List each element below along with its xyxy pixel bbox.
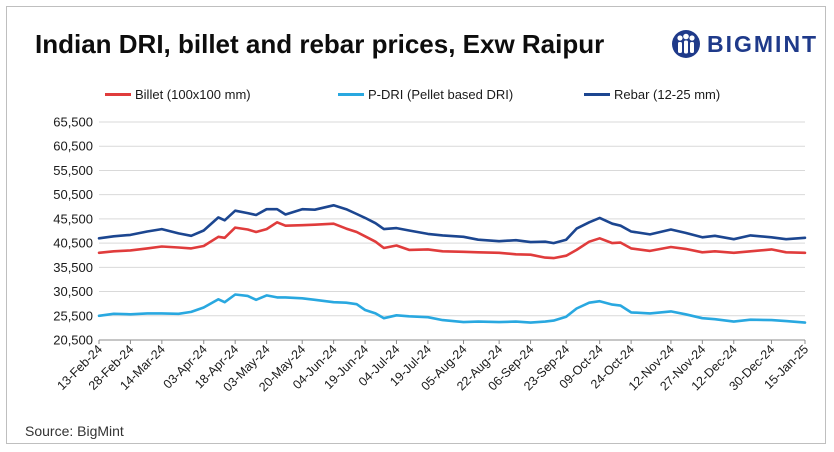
rebar-line (97, 204, 807, 245)
legend-item-rebar: Rebar (12-25 mm) (584, 87, 720, 102)
y-tick-label: 50,500 (53, 187, 93, 202)
line-chart: 20,500 25,500 30,500 35,500 40,500 45,500 50,5… (53, 115, 811, 395)
billet-line (97, 221, 807, 260)
y-tick-label: 40,500 (53, 236, 93, 251)
y-tick-label: 65,500 (53, 115, 93, 130)
legend-label-rebar: Rebar (12-25 mm) (614, 87, 721, 102)
brand-logo: BIGMINT (671, 27, 818, 61)
legend-label-billet: Billet (100x100 mm) (135, 87, 251, 102)
y-tick-label: 60,500 (53, 139, 93, 154)
source-note: Source: BigMint (25, 423, 124, 439)
people-logo-icon (672, 30, 700, 58)
y-tick-label: 45,500 (53, 211, 93, 226)
pdri-line (97, 293, 807, 324)
chart-frame: Indian DRI, billet and rebar prices, Exw… (6, 6, 826, 444)
y-tick-label: 20,500 (53, 333, 93, 348)
legend-swatch-billet (105, 93, 131, 96)
y-tick-label: 35,500 (53, 260, 93, 275)
legend-swatch-rebar (584, 93, 610, 96)
y-tick-label: 55,500 (53, 163, 93, 178)
brand-name: BIGMINT (707, 30, 819, 57)
legend-item-pdri: P-DRI (Pellet based DRI) (338, 87, 513, 102)
chart-title: Indian DRI, billet and rebar prices, Exw… (35, 29, 605, 59)
y-tick-label: 30,500 (53, 284, 93, 299)
legend: Billet (100x100 mm) P-DRI (Pellet based … (7, 87, 827, 107)
legend-item-billet: Billet (100x100 mm) (105, 87, 251, 102)
legend-label-pdri: P-DRI (Pellet based DRI) (368, 87, 514, 102)
legend-swatch-pdri (338, 93, 364, 96)
y-tick-label: 25,500 (53, 308, 93, 323)
